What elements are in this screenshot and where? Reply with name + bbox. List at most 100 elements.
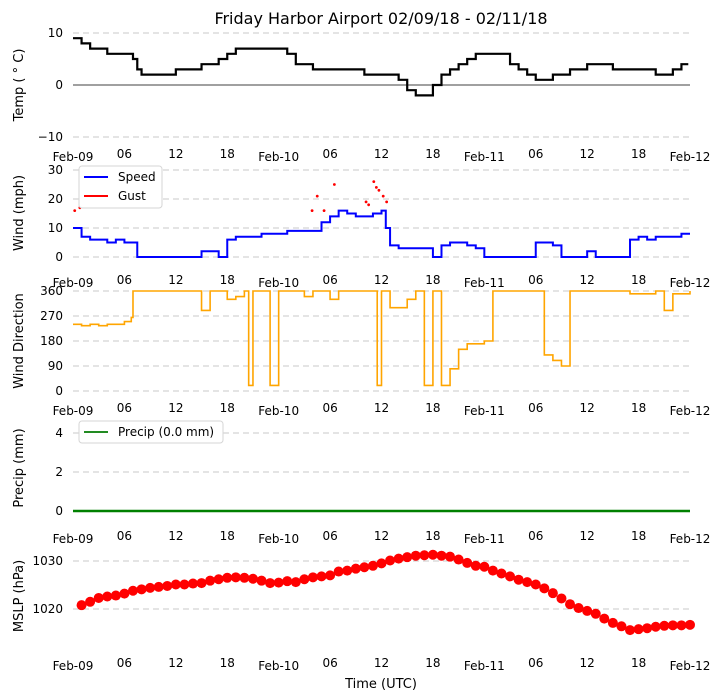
precip-panel: 0 2 4 Feb-09 06 12 18 Feb-10 06 12 18 Feb-11 06 12 18 F… (53, 426, 711, 546)
mslp-panel: 1020 1030 Feb-09 06 12 18 Feb-10 06 12 18 Feb-11 06… (32, 549, 710, 673)
y-tick-label: 1020 (32, 602, 63, 616)
x-tick-label: Feb-09 (53, 404, 94, 418)
x-tick-label: 12 (168, 656, 183, 670)
mslp-point (625, 625, 636, 636)
wind-direction-ylabel: Wind Direction (12, 293, 27, 389)
gust-point (322, 209, 326, 213)
x-tick-label: 06 (528, 401, 543, 415)
x-tick-label: 12 (580, 529, 595, 543)
mslp-point (367, 560, 378, 571)
y-tick-label: 0 (55, 250, 63, 264)
mslp-point (145, 582, 156, 593)
x-tick-label: 18 (425, 656, 440, 670)
x-tick-label: 06 (117, 273, 132, 287)
x-tick-label: Feb-09 (53, 150, 94, 164)
mslp-point (153, 581, 164, 592)
mslp-point (230, 572, 241, 583)
mslp-point (273, 577, 284, 588)
mslp-point (539, 583, 550, 594)
mslp-point (642, 623, 653, 634)
mslp-point (350, 563, 361, 574)
mslp-point (333, 566, 344, 577)
mslp-point (522, 577, 533, 588)
mslp-point (685, 619, 695, 630)
y-tick-label: 0 (55, 504, 63, 518)
x-tick-label: 12 (580, 273, 595, 287)
precip-legend: Precip (0.0 mm) (78, 420, 224, 444)
mslp-point (102, 591, 113, 602)
mslp-point (93, 592, 104, 603)
x-tick-label: 06 (117, 656, 132, 670)
x-tick-label: 12 (580, 401, 595, 415)
x-tick-label: 12 (168, 529, 183, 543)
mslp-point (247, 573, 258, 584)
x-tick-label: Feb-10 (258, 532, 299, 546)
mslp-point (427, 549, 438, 560)
y-tick-label: 10 (48, 26, 63, 40)
y-tick-label: 90 (48, 359, 63, 373)
y-tick-label: −10 (38, 130, 63, 144)
x-tick-label: 06 (528, 529, 543, 543)
x-tick-label: 18 (631, 401, 646, 415)
mslp-point (162, 580, 173, 591)
wind-speed-line (73, 209, 690, 258)
x-tick-label: 18 (425, 529, 440, 543)
mslp-point (530, 579, 541, 590)
chart-title: Friday Harbor Airport 02/09/18 - 02/11/1… (214, 9, 547, 28)
mslp-point (462, 557, 473, 568)
mslp-point (179, 579, 190, 590)
mslp-point (513, 574, 524, 585)
x-tick-label: Feb-10 (258, 150, 299, 164)
x-tick-label: 12 (374, 529, 389, 543)
x-tick-label: 18 (220, 401, 235, 415)
x-tick-label: 06 (528, 147, 543, 161)
x-tick-label: Feb-11 (464, 659, 505, 673)
x-tick-label: Feb-10 (258, 276, 299, 290)
x-tick-label: Feb-09 (53, 532, 94, 546)
mslp-point (573, 603, 584, 614)
gust-point (364, 200, 368, 204)
temperature-panel: −10 0 10 Feb-09 06 12 18 Feb-10 06 12 18 Feb-11 06 12… (38, 26, 711, 164)
x-tick-label: 18 (631, 147, 646, 161)
mslp-point (85, 596, 96, 607)
mslp-point (496, 568, 507, 579)
mslp-point (599, 613, 610, 624)
x-tick-label: 06 (322, 147, 337, 161)
mslp-point (239, 572, 250, 583)
x-tick-label: 18 (220, 273, 235, 287)
mslp-point (213, 574, 224, 585)
mslp-point (393, 553, 404, 564)
y-tick-label: 360 (40, 284, 63, 298)
mslp-point (633, 624, 644, 635)
x-tick-label: 12 (580, 147, 595, 161)
mslp-point (590, 608, 601, 619)
gust-point (315, 194, 319, 198)
mslp-point (299, 574, 310, 585)
x-tick-label: 06 (322, 401, 337, 415)
x-tick-label: 18 (631, 529, 646, 543)
mslp-point (325, 570, 336, 581)
mslp-point (307, 572, 318, 583)
mslp-point (342, 565, 353, 576)
gust-point (377, 188, 381, 192)
y-tick-label: 2 (55, 465, 63, 479)
mslp-point (265, 578, 276, 589)
mslp-point (127, 585, 138, 596)
x-tick-label: Feb-09 (53, 659, 94, 673)
x-tick-label: 18 (631, 273, 646, 287)
x-tick-label: 12 (168, 401, 183, 415)
mslp-point (616, 621, 627, 632)
legend-speed-label: Speed (118, 170, 156, 184)
x-tick-label: 06 (117, 529, 132, 543)
x-tick-label: Feb-09 (53, 276, 94, 290)
x-tick-label: Feb-10 (258, 659, 299, 673)
x-axis-label: Time (UTC) (344, 677, 417, 692)
mslp-point (402, 552, 413, 563)
x-tick-label: 18 (220, 147, 235, 161)
x-tick-label: Feb-11 (464, 276, 505, 290)
mslp-point (676, 620, 687, 631)
x-tick-label: 06 (117, 401, 132, 415)
mslp-point (487, 565, 498, 576)
x-tick-label: 18 (631, 656, 646, 670)
